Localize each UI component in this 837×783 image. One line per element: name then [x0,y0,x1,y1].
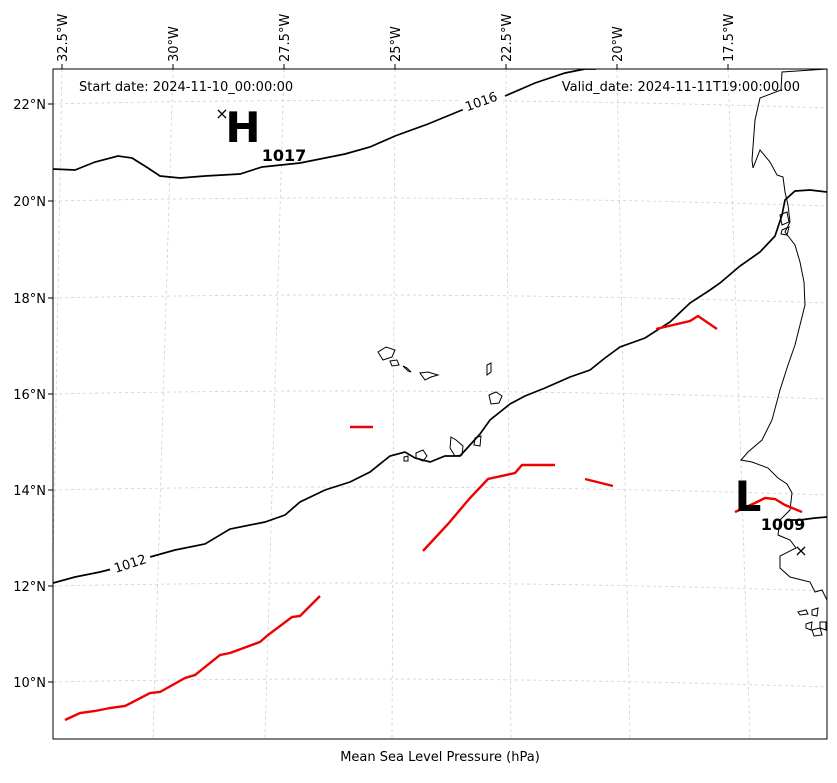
front-northeast [655,314,718,331]
bijagos-islands [797,607,827,637]
low-marker-x: × [794,541,807,560]
lat-labels: 22°N 20°N 18°N 16°N 14°N 12°N 10°N [13,98,46,691]
cape-verde-island-sao-nicolau [419,371,440,381]
lon-label-25: 25°W [389,26,404,62]
lon-ticks [61,64,729,69]
lon-label-30: 30°W [167,26,182,62]
front-central [422,463,555,552]
lon-labels: 32.5°W 30°W 27.5°W 25°W 22.5°W 20°W 17.5… [56,14,737,62]
cape-verde-island-fogo [415,449,428,462]
lat-label-20: 20°N [13,195,46,210]
isobar-label-1016: 1016 [463,90,499,115]
valid-date-label: Valid_date: 2024-11-11T19:00:00.00 [562,80,800,95]
front-near-low [734,496,803,514]
lon-label-22-5: 22.5°W [500,14,515,62]
cape-verde-island-maio [473,435,482,447]
isobar-labels: 1016 1012 [107,86,503,578]
coastlines [377,69,827,637]
lon-label-17-5: 17.5°W [722,14,737,62]
low-pressure-center: L 1009 × [735,472,808,560]
lat-label-10: 10°N [13,676,46,691]
lon-label-27-5: 27.5°W [278,14,293,62]
front-short-east [584,477,614,488]
map-xlabel: Mean Sea Level Pressure (hPa) [340,750,540,765]
lon-label-32-5: 32.5°W [56,14,71,62]
lat-label-22: 22°N [13,98,46,113]
graticule [53,69,827,739]
high-pressure-center: × H 1017 [215,103,306,165]
lat-ticks [48,103,53,683]
high-value: 1017 [262,146,307,165]
cape-verde-island-sal [486,362,492,376]
lat-label-14: 14°N [13,484,46,499]
cape-verde-island-santo-antao [377,346,396,361]
start-date-label: Start date: 2024-11-10_00:00:00 [79,80,293,95]
map-frame [52,68,828,740]
low-value: 1009 [761,515,806,534]
africa-coastline [740,69,827,601]
isobars [53,69,827,584]
lat-label-18: 18°N [13,292,46,307]
high-symbol: H [225,103,260,152]
lon-label-20: 20°W [611,26,626,62]
cape-verde-island-santiago [449,436,464,457]
front-southwest [64,595,321,722]
isobar-1016 [53,69,596,179]
cape-verde-island-santa-luzia [402,365,412,373]
cape-verde-island-sao-vicente [389,359,400,367]
high-marker-x: × [215,104,228,123]
lat-label-16: 16°N [13,388,46,403]
cape-verde-island-brava [403,455,409,462]
lat-label-12: 12°N [13,580,46,595]
isobar-1012 [53,189,827,584]
fronts [64,314,803,722]
arguin-islands [779,211,790,236]
cape-verde-island-boa-vista [488,391,503,405]
isobar-label-1012: 1012 [112,552,148,576]
isobar-1008 [788,516,827,521]
low-symbol: L [735,472,762,521]
